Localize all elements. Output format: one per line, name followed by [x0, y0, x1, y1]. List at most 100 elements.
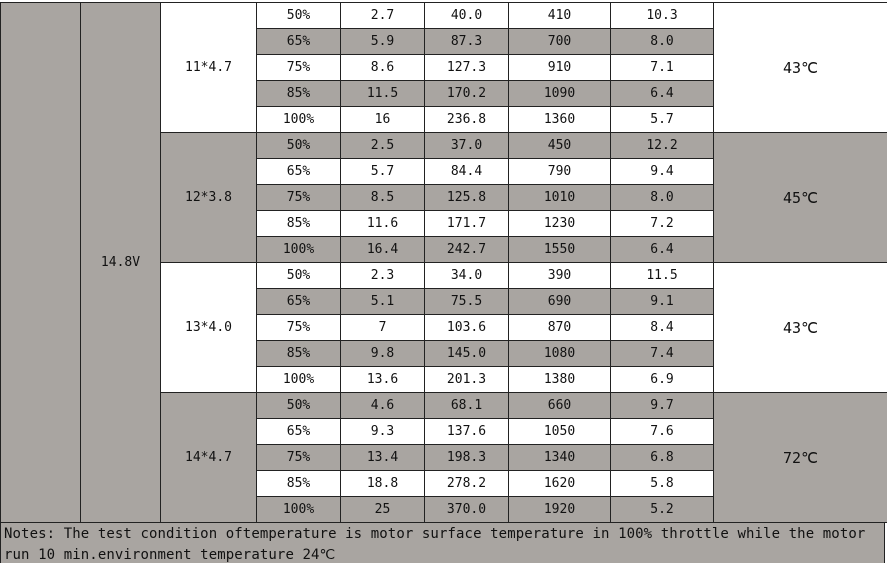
throttle-cell: 75% — [256, 444, 341, 471]
power-cell: 278.2 — [424, 470, 509, 497]
blank-cell — [0, 2, 81, 523]
current-cell: 2.5 — [340, 132, 425, 159]
thrust-cell: 910 — [508, 54, 611, 81]
power-cell: 125.8 — [424, 184, 509, 211]
table-row: 65% 9.3 137.6 1050 7.6 — [1, 418, 887, 445]
throttle-cell: 85% — [256, 470, 341, 497]
throttle-cell: 50% — [256, 392, 341, 419]
efficiency-cell: 5.8 — [610, 470, 714, 497]
table-row: 100% 25 370.0 1920 5.2 — [1, 496, 887, 523]
notes: Notes: The test condition oftemperature … — [0, 522, 885, 563]
prop-cell: 14*4.7 — [160, 392, 257, 523]
efficiency-cell: 9.4 — [610, 158, 714, 185]
throttle-cell: 50% — [256, 262, 341, 289]
temperature-cell: 72℃ — [713, 392, 887, 523]
thrust-cell: 1380 — [508, 366, 611, 393]
current-cell: 8.6 — [340, 54, 425, 81]
power-cell: 37.0 — [424, 132, 509, 159]
table-row: 100% 13.6 201.3 1380 6.9 — [1, 366, 887, 393]
power-cell: 103.6 — [424, 314, 509, 341]
power-cell: 87.3 — [424, 28, 509, 55]
throttle-cell: 100% — [256, 106, 341, 133]
power-cell: 370.0 — [424, 496, 509, 523]
current-cell: 5.1 — [340, 288, 425, 315]
power-cell: 34.0 — [424, 262, 509, 289]
throttle-cell: 75% — [256, 314, 341, 341]
thrust-cell: 390 — [508, 262, 611, 289]
current-cell: 5.9 — [340, 28, 425, 55]
table-row: 14*4.7 50% 4.6 68.1 660 9.7 72℃ — [1, 392, 887, 523]
throttle-cell: 75% — [256, 54, 341, 81]
table-row: 85% 11.6 171.7 1230 7.2 — [1, 210, 887, 237]
prop-cell: 11*4.7 — [160, 2, 257, 133]
thrust-cell: 1550 — [508, 236, 611, 263]
table-body: 14.8V 11*4.7 50% 2.7 40.0 410 10.3 43℃ 65% 5.9 87.… — [0, 2, 887, 523]
current-cell: 16.4 — [340, 236, 425, 263]
current-cell: 4.6 — [340, 392, 425, 419]
thrust-cell: 450 — [508, 132, 611, 159]
table-row: 13*4.0 50% 2.3 34.0 390 11.5 43℃ — [1, 262, 887, 393]
efficiency-cell: 5.7 — [610, 106, 714, 133]
throttle-cell: 100% — [256, 366, 341, 393]
power-cell: 236.8 — [424, 106, 509, 133]
prop-cell: 13*4.0 — [160, 262, 257, 393]
throttle-cell: 65% — [256, 28, 341, 55]
efficiency-cell: 8.0 — [610, 28, 714, 55]
efficiency-cell: 7.1 — [610, 54, 714, 81]
throttle-cell: 65% — [256, 158, 341, 185]
thrust-cell: 1050 — [508, 418, 611, 445]
thrust-cell: 1920 — [508, 496, 611, 523]
thrust-cell: 1010 — [508, 184, 611, 211]
current-cell: 7 — [340, 314, 425, 341]
table-row: 85% 9.8 145.0 1080 7.4 — [1, 340, 887, 367]
throttle-cell: 100% — [256, 496, 341, 523]
throttle-cell: 65% — [256, 288, 341, 315]
voltage-cell: 14.8V — [80, 2, 161, 523]
thrust-cell: 1340 — [508, 444, 611, 471]
temperature-cell: 43℃ — [713, 262, 887, 393]
temperature-cell: 43℃ — [713, 2, 887, 133]
thrust-cell: 1230 — [508, 210, 611, 237]
current-cell: 11.6 — [340, 210, 425, 237]
throttle-cell: 85% — [256, 80, 341, 107]
current-cell: 5.7 — [340, 158, 425, 185]
power-cell: 242.7 — [424, 236, 509, 263]
efficiency-cell: 6.4 — [610, 80, 714, 107]
thrust-cell: 700 — [508, 28, 611, 55]
table-row: 65% 5.7 84.4 790 9.4 — [1, 158, 887, 185]
table-row: 85% 11.5 170.2 1090 6.4 — [1, 80, 887, 107]
power-cell: 145.0 — [424, 340, 509, 367]
power-cell: 201.3 — [424, 366, 509, 393]
efficiency-cell: 5.2 — [610, 496, 714, 523]
efficiency-cell: 11.5 — [610, 262, 714, 289]
power-cell: 127.3 — [424, 54, 509, 81]
thrust-cell: 1090 — [508, 80, 611, 107]
table-row: 75% 8.5 125.8 1010 8.0 — [1, 184, 887, 211]
current-cell: 16 — [340, 106, 425, 133]
table-row: 65% 5.9 87.3 700 8.0 — [1, 28, 887, 55]
power-cell: 40.0 — [424, 2, 509, 29]
throttle-cell: 50% — [256, 2, 341, 29]
efficiency-cell: 7.2 — [610, 210, 714, 237]
efficiency-cell: 10.3 — [610, 2, 714, 29]
thrust-cell: 690 — [508, 288, 611, 315]
efficiency-cell: 12.2 — [610, 132, 714, 159]
efficiency-cell: 6.8 — [610, 444, 714, 471]
efficiency-cell: 9.7 — [610, 392, 714, 419]
throttle-cell: 50% — [256, 132, 341, 159]
table-row: 100% 16 236.8 1360 5.7 — [1, 106, 887, 133]
efficiency-cell: 8.0 — [610, 184, 714, 211]
power-cell: 75.5 — [424, 288, 509, 315]
power-cell: 170.2 — [424, 80, 509, 107]
efficiency-cell: 8.4 — [610, 314, 714, 341]
thrust-cell: 870 — [508, 314, 611, 341]
throttle-cell: 85% — [256, 210, 341, 237]
thrust-cell: 660 — [508, 392, 611, 419]
efficiency-cell: 6.9 — [610, 366, 714, 393]
current-cell: 2.3 — [340, 262, 425, 289]
thrust-cell: 410 — [508, 2, 611, 29]
table-row: 75% 8.6 127.3 910 7.1 — [1, 54, 887, 81]
prop-cell: 12*3.8 — [160, 132, 257, 263]
power-cell: 84.4 — [424, 158, 509, 185]
thrust-cell: 790 — [508, 158, 611, 185]
